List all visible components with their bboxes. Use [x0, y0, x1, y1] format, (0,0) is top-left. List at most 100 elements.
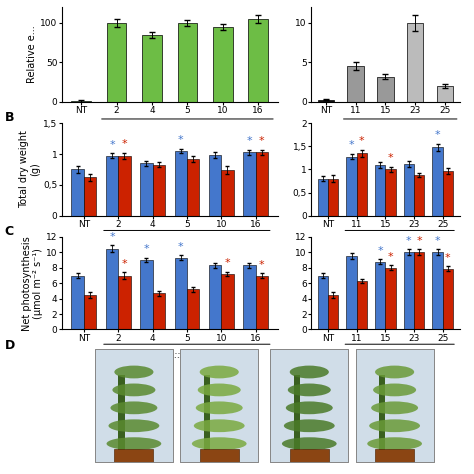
- Bar: [318, 179, 328, 216]
- Text: B: B: [5, 111, 14, 124]
- Bar: [95, 349, 173, 462]
- Bar: [357, 153, 367, 216]
- Bar: [290, 449, 329, 462]
- Bar: [221, 274, 234, 329]
- Ellipse shape: [192, 437, 246, 450]
- Bar: [114, 449, 154, 462]
- Bar: [255, 152, 268, 216]
- Ellipse shape: [107, 437, 161, 450]
- Bar: [209, 265, 221, 329]
- Bar: [375, 165, 385, 216]
- Ellipse shape: [286, 401, 333, 414]
- Bar: [84, 295, 96, 329]
- Bar: [347, 66, 364, 102]
- Text: 35S::AtCDF3: 35S::AtCDF3: [158, 351, 215, 360]
- Ellipse shape: [109, 419, 159, 432]
- Text: 35S::SlCDF3: 35S::SlCDF3: [372, 351, 428, 360]
- Ellipse shape: [373, 383, 416, 396]
- Text: *: *: [121, 259, 127, 269]
- Text: *: *: [349, 140, 355, 150]
- Bar: [375, 262, 385, 329]
- Bar: [293, 375, 300, 454]
- Bar: [243, 265, 255, 329]
- Text: D: D: [5, 339, 15, 352]
- Bar: [346, 256, 357, 329]
- Bar: [213, 27, 233, 102]
- Text: *: *: [109, 140, 115, 150]
- Bar: [385, 268, 396, 329]
- Bar: [328, 179, 338, 216]
- Bar: [270, 349, 348, 462]
- Text: *: *: [259, 259, 264, 270]
- Bar: [404, 252, 414, 329]
- Text: *: *: [435, 236, 440, 246]
- Bar: [95, 349, 173, 462]
- Bar: [248, 19, 268, 102]
- Ellipse shape: [288, 383, 331, 396]
- Bar: [84, 177, 96, 216]
- Text: 35S::AtCDF3: 35S::AtCDF3: [158, 237, 215, 246]
- Bar: [142, 35, 162, 102]
- Bar: [437, 86, 453, 102]
- Text: *: *: [435, 130, 440, 140]
- Bar: [377, 77, 393, 102]
- Bar: [385, 170, 396, 216]
- Ellipse shape: [282, 437, 337, 450]
- Ellipse shape: [112, 383, 155, 396]
- Bar: [72, 170, 84, 216]
- Bar: [379, 375, 385, 454]
- Text: *: *: [406, 236, 412, 246]
- Bar: [118, 156, 130, 216]
- Text: *: *: [246, 136, 252, 146]
- Bar: [153, 293, 165, 329]
- Text: *: *: [416, 236, 422, 246]
- Ellipse shape: [284, 419, 335, 432]
- Bar: [404, 164, 414, 216]
- Ellipse shape: [375, 365, 414, 378]
- Text: *: *: [178, 242, 183, 252]
- Bar: [414, 252, 424, 329]
- Bar: [187, 289, 199, 329]
- Bar: [356, 349, 434, 462]
- Text: *: *: [445, 253, 451, 263]
- Ellipse shape: [196, 401, 243, 414]
- Bar: [153, 164, 165, 216]
- Ellipse shape: [371, 401, 418, 414]
- Ellipse shape: [114, 365, 154, 378]
- Text: *: *: [388, 252, 393, 262]
- Text: C: C: [5, 225, 14, 238]
- Text: 35S::SlCDF3: 35S::SlCDF3: [372, 237, 428, 246]
- Bar: [328, 295, 338, 329]
- Bar: [318, 100, 334, 102]
- Ellipse shape: [198, 383, 241, 396]
- Bar: [432, 147, 443, 216]
- Bar: [346, 156, 357, 216]
- Bar: [174, 151, 187, 216]
- Bar: [443, 171, 453, 216]
- Bar: [443, 269, 453, 329]
- Text: *: *: [377, 246, 383, 255]
- Text: *: *: [225, 258, 230, 268]
- Text: 35S::SlCDF3: 35S::SlCDF3: [373, 126, 428, 135]
- Bar: [72, 101, 91, 102]
- Ellipse shape: [367, 437, 422, 450]
- Bar: [140, 260, 153, 329]
- Bar: [407, 23, 423, 102]
- Bar: [243, 152, 255, 216]
- Bar: [106, 248, 118, 329]
- Bar: [221, 170, 234, 216]
- Bar: [118, 375, 125, 454]
- Text: 35S::AtCDF3: 35S::AtCDF3: [159, 126, 216, 135]
- Text: *: *: [388, 154, 393, 164]
- Bar: [318, 275, 328, 329]
- Bar: [270, 349, 348, 462]
- Text: *: *: [144, 244, 149, 254]
- Bar: [200, 449, 239, 462]
- Bar: [140, 163, 153, 216]
- Y-axis label: Relative e...: Relative e...: [27, 26, 37, 83]
- Y-axis label: Total dry weight
(g): Total dry weight (g): [19, 130, 40, 209]
- Bar: [107, 23, 127, 102]
- Ellipse shape: [290, 365, 329, 378]
- Bar: [106, 156, 118, 216]
- Bar: [72, 275, 84, 329]
